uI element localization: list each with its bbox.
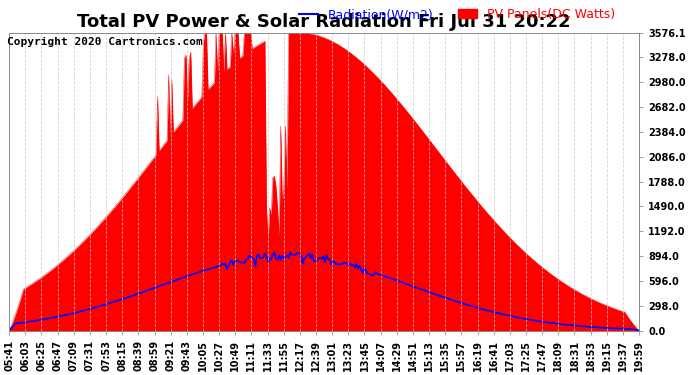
Title: Total PV Power & Solar Radiation Fri Jul 31 20:22: Total PV Power & Solar Radiation Fri Jul… — [77, 13, 571, 31]
Text: Copyright 2020 Cartronics.com: Copyright 2020 Cartronics.com — [7, 37, 203, 47]
Legend: Radiation(W/m2), PV Panels(DC Watts): Radiation(W/m2), PV Panels(DC Watts) — [294, 3, 620, 26]
